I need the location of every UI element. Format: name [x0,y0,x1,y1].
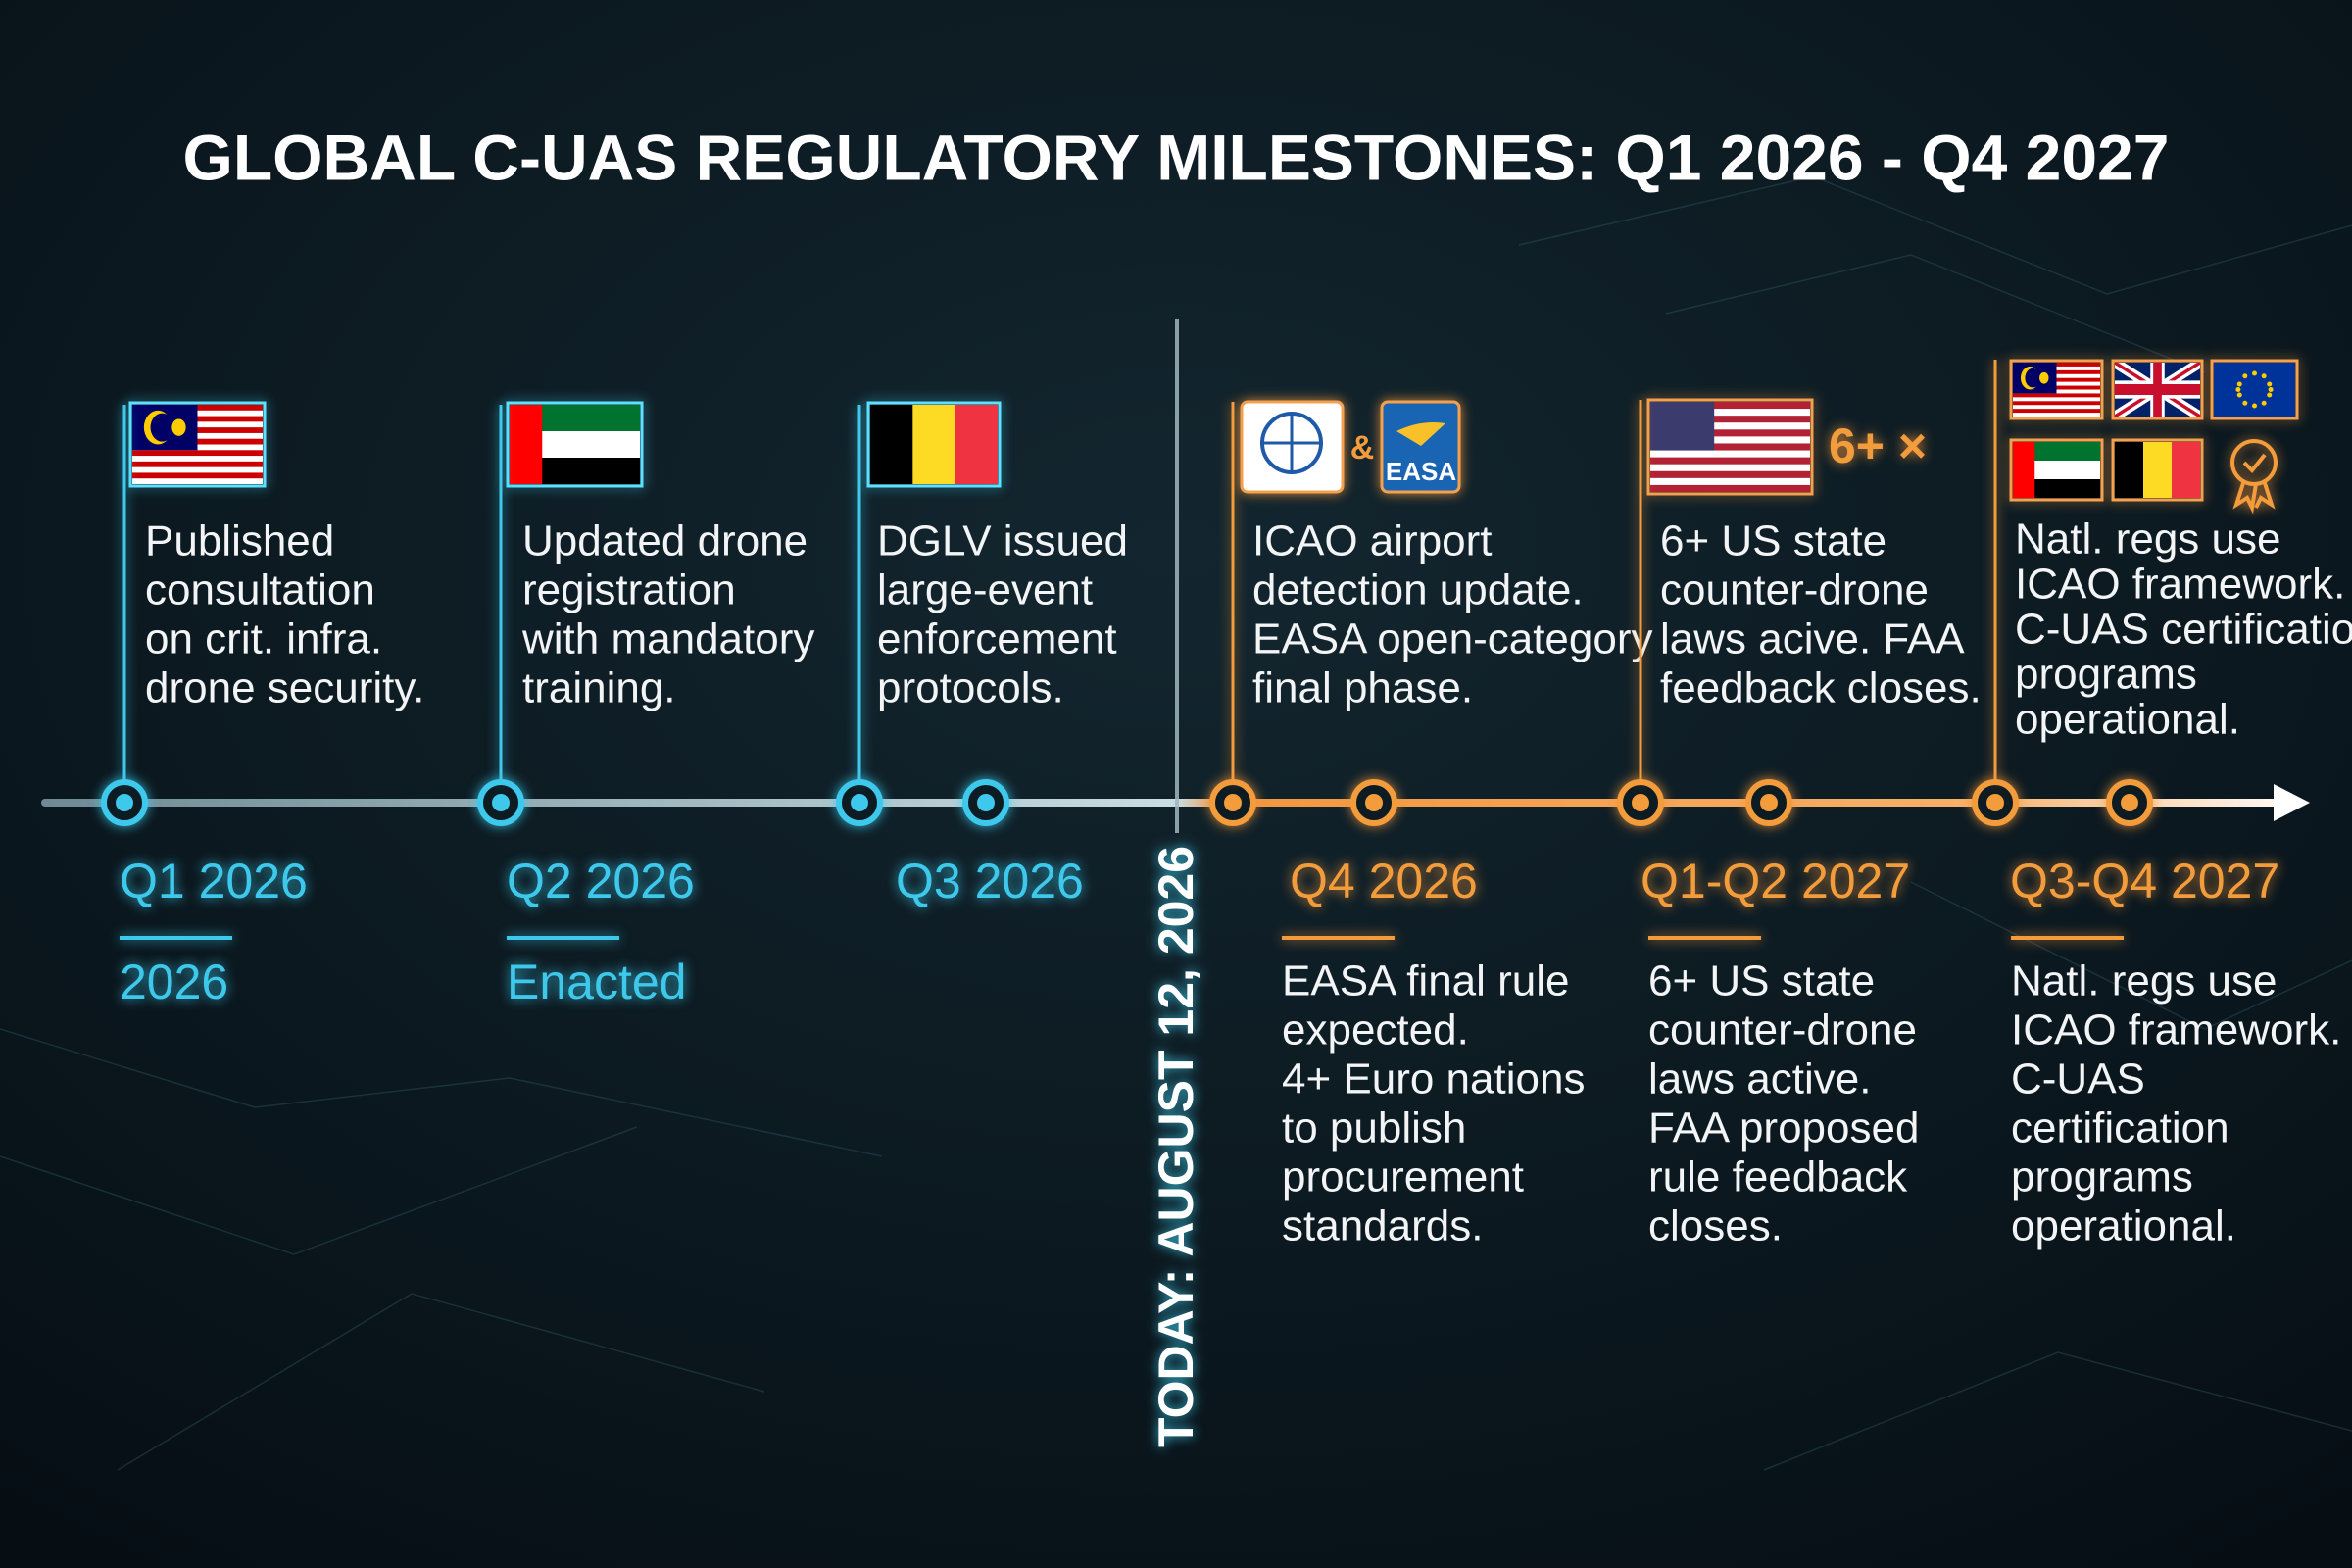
period-description: certification [2011,1104,2230,1152]
period-description: procurement [1282,1153,1524,1201]
timeline-node-core [2121,794,2138,811]
milestone-text: detection update. [1252,566,1584,614]
timeline-node-core [1365,794,1383,811]
period-label: Q1-Q2 2027 [1641,854,1910,908]
period-description: Natl. regs use [2011,957,2277,1005]
period-description: programs [2011,1153,2193,1201]
period-description: C-UAS [2011,1055,2145,1103]
period-description: operational. [2011,1202,2236,1250]
timeline-node-core [1632,794,1649,811]
period-label: Q3 2026 [896,854,1084,908]
milestone-text: feedback closes. [1660,664,1982,712]
easa-logo-text: EASA [1386,457,1456,486]
period-note: Enacted [507,955,686,1009]
milestone-text: DGLV issued [877,517,1128,565]
milestone-text: consultation [145,566,375,614]
milestone-text: large-event [877,566,1093,614]
timeline-node-core [1224,794,1242,811]
milestone-text: C-UAS certification [2015,606,2352,654]
milestone-text: counter-drone [1660,566,1929,614]
timeline-node-core [492,794,510,811]
period-description: standards. [1282,1202,1483,1250]
count-label: 6+ × [1829,418,1927,473]
milestone-text: Updated drone [522,517,808,565]
milestone-text: programs [2015,651,2197,699]
period-label: Q1 2026 [120,854,308,908]
period-note: 2026 [120,955,228,1009]
timeline-node-core [1760,794,1778,811]
period-description: laws active. [1648,1055,1871,1103]
milestone-text: training. [522,664,676,712]
period-description: to publish [1282,1104,1466,1152]
period-description: rule feedback [1648,1153,1908,1201]
milestone-text: registration [522,566,736,614]
period-label: Q3-Q4 2027 [2010,854,2279,908]
period-description: FAA proposed [1648,1104,1919,1152]
milestone-text: on crit. infra. [145,615,382,663]
network-decoration [0,175,2352,1471]
period-description: expected. [1282,1006,1469,1054]
milestone-text: Natl. regs use [2015,515,2280,564]
period-description: 6+ US state [1648,957,1875,1005]
period-description: EASA final rule [1282,957,1570,1005]
milestone-text: drone security. [145,664,424,712]
period-label: Q2 2026 [507,854,695,908]
period-description: 4+ Euro nations [1282,1055,1585,1103]
axis-arrow [2274,784,2310,821]
milestone-text: enforcement [877,615,1117,663]
period-description: ICAO framework. [2011,1006,2341,1054]
milestone-text: final phase. [1252,664,1473,712]
milestone-text: ICAO airport [1252,517,1493,565]
milestone-text: protocols. [877,664,1064,712]
milestone-text: Published [145,517,334,565]
milestone-text: EASA open-category [1252,615,1652,663]
title: GLOBAL C-UAS REGULATORY MILESTONES: Q1 2… [183,121,2170,193]
today-label: TODAY: AUGUST 12, 2026 [1149,846,1203,1447]
milestone-text: with mandatory [521,615,814,663]
milestone-text: 6+ US state [1660,517,1886,565]
timeline-node-core [1986,794,2004,811]
timeline-node-core [851,794,868,811]
milestone-text: laws acive. FAA [1660,615,1965,663]
timeline-node-core [977,794,995,811]
flag-icons [128,359,2299,514]
period-description: counter-drone [1648,1006,1917,1054]
period-description: closes. [1648,1202,1783,1250]
period-label: Q4 2026 [1290,854,1478,908]
ampersand: & [1350,429,1375,466]
milestone-text: operational. [2015,696,2240,744]
milestone-text: ICAO framework. [2015,561,2345,609]
timeline-node-core [116,794,133,811]
